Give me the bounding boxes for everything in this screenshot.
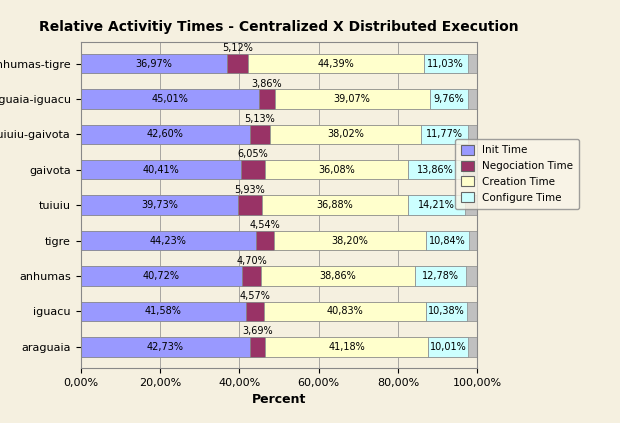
Text: 14,21%: 14,21% (418, 200, 454, 210)
Text: 36,88%: 36,88% (317, 200, 353, 210)
Bar (415, 266, 466, 286)
Bar (81, 195, 477, 215)
Bar (265, 337, 428, 357)
Text: 38,20%: 38,20% (332, 236, 368, 246)
Bar (246, 302, 264, 321)
Text: 10,01%: 10,01% (430, 342, 466, 352)
Bar (428, 337, 468, 357)
Text: 40,72%: 40,72% (143, 271, 180, 281)
Bar (275, 89, 430, 109)
Text: 3,69%: 3,69% (242, 326, 273, 336)
Text: 41,18%: 41,18% (328, 342, 365, 352)
Text: 36,08%: 36,08% (318, 165, 355, 175)
Bar (228, 54, 247, 73)
Text: 44,23%: 44,23% (150, 236, 187, 246)
Text: 4,54%: 4,54% (250, 220, 280, 230)
Text: 39,07%: 39,07% (334, 94, 371, 104)
Bar (81, 89, 477, 109)
Bar (81, 125, 250, 144)
Legend: Init Time, Negociation Time, Creation Time, Configure Time: Init Time, Negociation Time, Creation Ti… (455, 139, 579, 209)
Bar (81, 337, 477, 357)
Bar (81, 54, 228, 73)
Text: 4,70%: 4,70% (236, 255, 267, 266)
Bar (241, 160, 265, 179)
Bar (81, 89, 259, 109)
Bar (426, 231, 469, 250)
Bar (270, 125, 421, 144)
Text: 41,58%: 41,58% (144, 306, 182, 316)
Text: 10,38%: 10,38% (428, 306, 465, 316)
Bar (238, 195, 262, 215)
Text: 38,86%: 38,86% (319, 271, 356, 281)
Text: 44,39%: 44,39% (317, 58, 354, 69)
Text: 42,60%: 42,60% (147, 129, 184, 139)
Text: 12,78%: 12,78% (422, 271, 459, 281)
Text: 45,01%: 45,01% (151, 94, 188, 104)
Bar (81, 266, 477, 286)
Bar (81, 54, 477, 73)
Bar (423, 54, 467, 73)
Bar (408, 160, 463, 179)
Text: 11,03%: 11,03% (427, 58, 464, 69)
Bar (81, 231, 256, 250)
Text: 4,57%: 4,57% (239, 291, 270, 301)
Bar (81, 231, 477, 250)
Bar (81, 266, 242, 286)
Bar (81, 160, 477, 179)
Bar (81, 125, 477, 144)
Bar (261, 266, 415, 286)
Text: 36,97%: 36,97% (136, 58, 172, 69)
Text: 40,83%: 40,83% (326, 306, 363, 316)
Text: 42,73%: 42,73% (147, 342, 184, 352)
Bar (259, 89, 275, 109)
Bar (81, 337, 250, 357)
Text: 13,86%: 13,86% (417, 165, 454, 175)
Bar (250, 125, 270, 144)
Bar (421, 125, 467, 144)
X-axis label: Percent: Percent (252, 393, 306, 406)
Bar (262, 195, 408, 215)
Text: 39,73%: 39,73% (141, 200, 178, 210)
Bar (247, 54, 423, 73)
Bar (408, 195, 464, 215)
Text: 10,84%: 10,84% (429, 236, 466, 246)
Bar (265, 160, 408, 179)
Bar (81, 160, 241, 179)
Bar (256, 231, 274, 250)
Bar (274, 231, 426, 250)
Text: 40,41%: 40,41% (143, 165, 179, 175)
Bar (81, 302, 246, 321)
Text: 3,86%: 3,86% (252, 79, 282, 88)
Text: 5,12%: 5,12% (222, 43, 253, 53)
Bar (81, 302, 477, 321)
Bar (250, 337, 265, 357)
Title: Relative Activitiy Times - Centralized X Distributed Execution: Relative Activitiy Times - Centralized X… (39, 20, 519, 34)
Bar (430, 89, 468, 109)
Text: 9,76%: 9,76% (433, 94, 464, 104)
Bar (81, 195, 238, 215)
Bar (426, 302, 467, 321)
Bar (242, 266, 261, 286)
Text: 11,77%: 11,77% (426, 129, 463, 139)
Text: 5,13%: 5,13% (244, 114, 275, 124)
Text: 5,93%: 5,93% (234, 185, 265, 195)
Bar (264, 302, 426, 321)
Text: 38,02%: 38,02% (327, 129, 364, 139)
Text: 6,05%: 6,05% (237, 149, 268, 159)
